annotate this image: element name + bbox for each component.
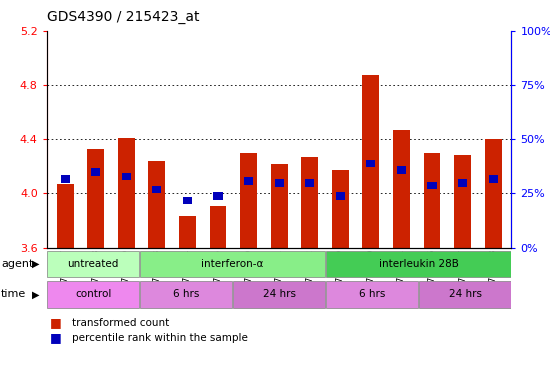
Bar: [454, 156, 471, 248]
Text: ▶: ▶: [32, 289, 40, 300]
Bar: [332, 170, 349, 248]
Text: 6 hrs: 6 hrs: [173, 289, 199, 300]
Text: untreated: untreated: [68, 259, 119, 269]
Text: percentile rank within the sample: percentile rank within the sample: [72, 333, 248, 343]
Bar: [210, 206, 227, 248]
Bar: [118, 138, 135, 248]
Text: 6 hrs: 6 hrs: [359, 289, 385, 300]
Bar: [57, 184, 74, 248]
Bar: [458, 179, 467, 187]
Text: control: control: [75, 289, 112, 300]
Bar: [233, 281, 325, 308]
Bar: [87, 149, 104, 248]
Text: ▶: ▶: [32, 259, 40, 269]
Text: ■: ■: [50, 331, 61, 344]
Text: time: time: [1, 289, 26, 300]
Text: transformed count: transformed count: [72, 318, 169, 328]
Bar: [213, 192, 223, 200]
Bar: [274, 179, 284, 187]
Bar: [271, 164, 288, 248]
Text: ■: ■: [50, 316, 61, 329]
Bar: [427, 182, 437, 189]
Bar: [419, 281, 511, 308]
Bar: [179, 217, 196, 248]
Bar: [305, 179, 314, 187]
Text: 24 hrs: 24 hrs: [449, 289, 482, 300]
Text: 24 hrs: 24 hrs: [263, 289, 296, 300]
Bar: [424, 153, 441, 248]
Bar: [326, 251, 511, 277]
Bar: [397, 166, 406, 174]
Text: interleukin 28B: interleukin 28B: [378, 259, 459, 269]
Text: GDS4390 / 215423_at: GDS4390 / 215423_at: [47, 10, 199, 23]
Text: interferon-α: interferon-α: [201, 259, 264, 269]
Bar: [148, 161, 165, 248]
Bar: [336, 192, 345, 200]
Bar: [60, 175, 70, 183]
Bar: [488, 175, 498, 183]
Bar: [91, 169, 100, 176]
Bar: [140, 281, 232, 308]
Text: agent: agent: [1, 259, 34, 269]
Bar: [326, 281, 418, 308]
Bar: [393, 130, 410, 248]
Bar: [240, 153, 257, 248]
Bar: [183, 197, 192, 204]
Bar: [366, 160, 376, 167]
Bar: [301, 157, 318, 248]
Bar: [47, 251, 139, 277]
Bar: [244, 177, 253, 185]
Bar: [47, 281, 139, 308]
Bar: [122, 173, 131, 180]
Bar: [140, 251, 325, 277]
Bar: [362, 76, 379, 248]
Bar: [485, 139, 502, 248]
Bar: [152, 186, 161, 194]
